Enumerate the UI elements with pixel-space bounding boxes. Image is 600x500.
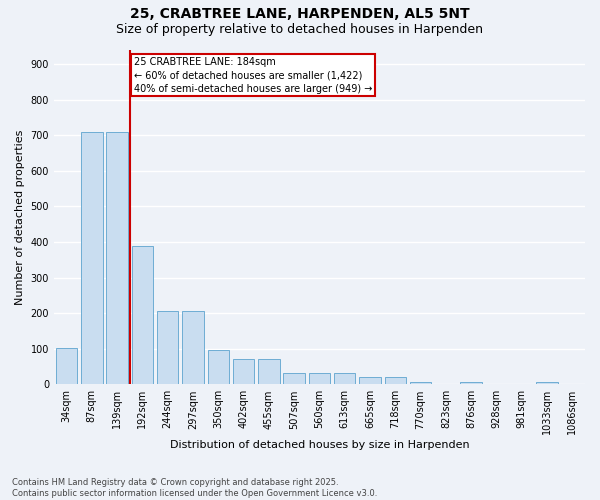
Bar — [258, 360, 280, 384]
Text: 25 CRABTREE LANE: 184sqm
← 60% of detached houses are smaller (1,422)
40% of sem: 25 CRABTREE LANE: 184sqm ← 60% of detach… — [134, 57, 372, 94]
Bar — [536, 382, 558, 384]
Bar — [460, 382, 482, 384]
Bar — [233, 360, 254, 384]
Bar — [283, 373, 305, 384]
Bar — [309, 373, 330, 384]
X-axis label: Distribution of detached houses by size in Harpenden: Distribution of detached houses by size … — [170, 440, 469, 450]
Text: 25, CRABTREE LANE, HARPENDEN, AL5 5NT: 25, CRABTREE LANE, HARPENDEN, AL5 5NT — [130, 8, 470, 22]
Text: Size of property relative to detached houses in Harpenden: Size of property relative to detached ho… — [116, 22, 484, 36]
Y-axis label: Number of detached properties: Number of detached properties — [15, 130, 25, 305]
Bar — [410, 382, 431, 384]
Bar — [359, 377, 381, 384]
Bar — [208, 350, 229, 384]
Bar — [182, 310, 204, 384]
Bar — [131, 246, 153, 384]
Bar — [334, 373, 355, 384]
Bar — [56, 348, 77, 385]
Bar — [81, 132, 103, 384]
Bar — [385, 377, 406, 384]
Bar — [157, 310, 178, 384]
Text: Contains HM Land Registry data © Crown copyright and database right 2025.
Contai: Contains HM Land Registry data © Crown c… — [12, 478, 377, 498]
Bar — [106, 132, 128, 384]
